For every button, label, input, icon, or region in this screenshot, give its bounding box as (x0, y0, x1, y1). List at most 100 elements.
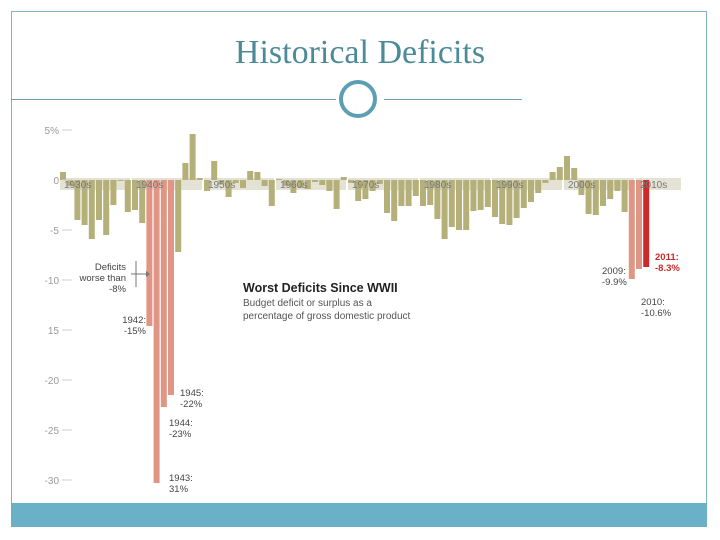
y-tick-label: 15 (48, 326, 60, 337)
bar-1944 (160, 180, 167, 407)
bar-1934 (88, 180, 95, 239)
bar-1954 (232, 180, 239, 183)
chart-subtitle-line-2: percentage of gross domestic product (243, 311, 411, 322)
bar-1950 (204, 180, 210, 191)
decade-label-1990s: 1990s (496, 180, 523, 191)
bar-1981 (427, 180, 434, 205)
annotation-worse-than-note-line-1: worse than (79, 273, 126, 284)
worse-than-arrowhead (146, 271, 150, 277)
bar-2000 (564, 156, 570, 180)
bar-1968 (333, 180, 340, 209)
bar-2002 (578, 180, 585, 195)
bar-1952 (218, 180, 225, 184)
bar-1946 (175, 180, 182, 252)
annotation-y2010-line-0: 2010: (641, 297, 665, 308)
deficit-chart: 1930s 1940s 1950s 1960s 1970s 1980s 1990s 2000s… (40, 124, 681, 498)
decade-label-1960s: 1960s (280, 180, 307, 191)
bar-1988 (477, 180, 484, 210)
bar-1974 (376, 180, 383, 184)
decade-label-1950s: 1950s (208, 180, 235, 191)
bar-1965 (312, 180, 318, 182)
worse-than-bracket (131, 261, 137, 287)
annotation-y1942-line-0: 1942: (122, 315, 146, 326)
annotation-y2009-line-0: 2009: (602, 266, 626, 277)
bar-1979 (412, 180, 419, 196)
bar-1931 (67, 180, 74, 186)
bar-1955 (240, 180, 246, 188)
bar-1956 (247, 171, 254, 180)
y-tick-label: 5% (45, 126, 60, 137)
annotation-worse-than-note-line-0: Deficits (95, 262, 126, 273)
bar-1942 (146, 180, 153, 326)
bar-1978 (405, 180, 412, 206)
y-tick-label: -25 (45, 426, 60, 437)
bar-1987 (470, 180, 477, 211)
bar-1941 (139, 180, 146, 223)
decade-label-1970s: 1970s (352, 180, 379, 191)
annotation-y2009-line-1: -9.9% (602, 277, 627, 288)
deficit-chart-svg: 1930s 1940s 1950s 1960s 1970s 1980s 1990s 2000s… (45, 126, 681, 495)
bar-1999 (556, 167, 563, 180)
bar-1975 (384, 180, 390, 213)
bar-1967 (326, 180, 333, 191)
slide-title: Historical Deficits (234, 34, 486, 71)
chart-title: Worst Deficits Since WWII (243, 281, 398, 295)
bar-1996 (535, 180, 542, 193)
bar-1943 (153, 180, 160, 483)
decade-label-1930s: 1930s (64, 180, 91, 191)
annotation-y1945-line-1: -22% (180, 399, 203, 410)
decade-label-1940s: 1940s (136, 180, 163, 191)
bar-1966 (319, 180, 326, 185)
bar-1994 (520, 180, 527, 208)
bar-2010 (636, 180, 642, 269)
bar-1970 (348, 180, 354, 183)
bar-1951 (211, 161, 218, 180)
bar-1973 (369, 180, 376, 191)
bar-1936 (103, 180, 110, 235)
bar-1962 (290, 180, 297, 193)
annotation-y1945-line-0: 1945: (180, 388, 204, 399)
bar-1991 (499, 180, 506, 224)
bar-1959 (268, 180, 275, 206)
bar-1958 (261, 180, 268, 186)
bar-1998 (549, 172, 556, 180)
bar-1971 (355, 180, 362, 201)
bar-1977 (398, 180, 405, 206)
bar-1963 (297, 180, 304, 188)
annotation-y1942-line-1: -15% (124, 326, 147, 337)
bar-1948 (189, 134, 196, 180)
decade-label-1980s: 1980s (424, 180, 451, 191)
annotation-y1943-line-0: 1943: (169, 473, 193, 484)
bar-2008 (621, 180, 628, 212)
bar-2011 (643, 180, 650, 267)
bar-2001 (571, 168, 578, 180)
bar-1976 (391, 180, 398, 221)
annotation-y2011-line-1: -8.3% (655, 263, 680, 274)
title-ring-ornament (339, 80, 377, 118)
chart-subtitle-line-1: Budget deficit or surplus as a (243, 298, 372, 309)
bar-1932 (74, 180, 81, 220)
bar-1940 (132, 180, 138, 210)
bar-1947 (182, 163, 189, 180)
bar-1972 (362, 180, 369, 199)
annotation-y1944-line-0: 1944: (169, 418, 193, 429)
bar-1957 (254, 172, 261, 180)
bar-1984 (448, 180, 455, 227)
bar-1949 (196, 178, 203, 180)
bar-2007 (614, 180, 621, 191)
y-tick-label: 0 (53, 176, 59, 187)
bar-1985 (456, 180, 462, 230)
bar-2004 (592, 180, 599, 215)
title-rule-left (11, 99, 336, 100)
bar-1933 (81, 180, 88, 225)
bar-1995 (528, 180, 534, 202)
bar-1945 (168, 180, 174, 395)
bar-1983 (441, 180, 448, 239)
annotation-y2011-line-0: 2011: (655, 252, 679, 263)
bar-1960 (276, 179, 282, 180)
annotation-y2010-line-1: -10.6% (641, 308, 672, 319)
bar-1992 (506, 180, 513, 225)
annotation-worse-than-note-line-2: -8% (109, 284, 126, 295)
bar-1986 (463, 180, 470, 230)
bar-1990 (492, 180, 498, 217)
